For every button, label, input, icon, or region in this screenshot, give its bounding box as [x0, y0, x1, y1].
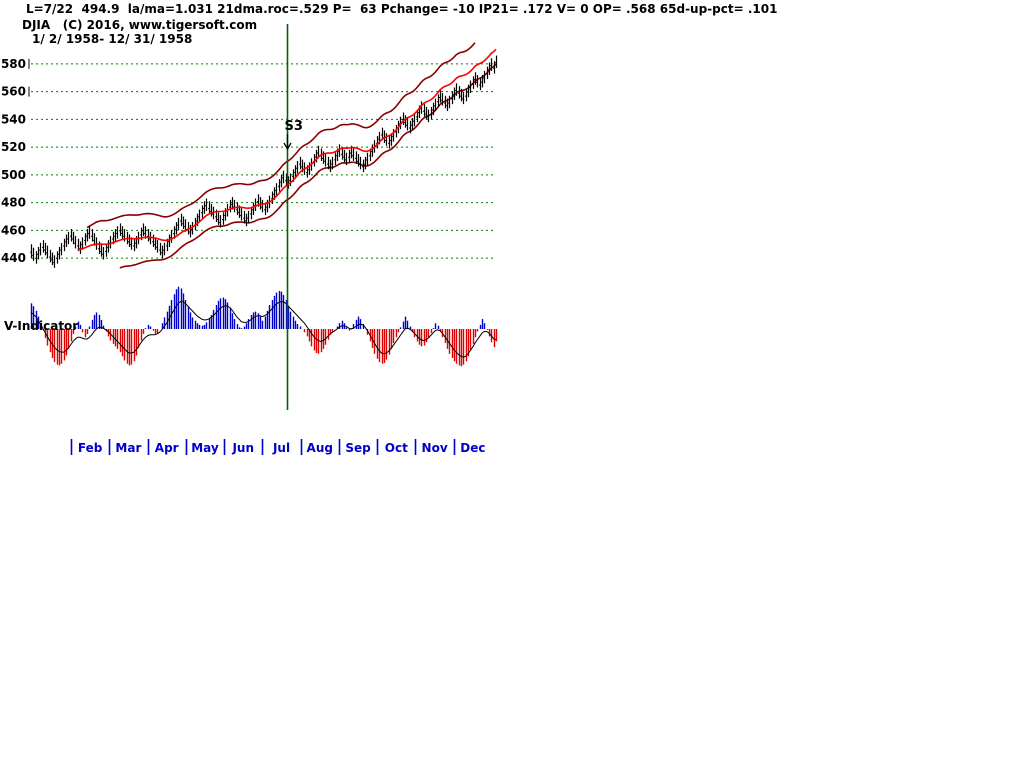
price-bars-group	[30, 55, 498, 268]
v-indicator-smoothing-line	[30, 301, 497, 358]
v-indicator-line-group	[30, 301, 497, 358]
y-axis-tick-label: 480	[1, 196, 26, 210]
arrow-down-icon	[283, 134, 292, 151]
month-label-apr[interactable]: Apr	[155, 441, 179, 455]
upper-band-line	[86, 42, 476, 229]
month-label-oct[interactable]: Oct	[385, 441, 408, 455]
header-stats-line: L=7/22 494.9 la/ma=1.031 21dma.roc=.529 …	[26, 2, 778, 16]
header-symbol-copyright: DJIA (C) 2016, www.tigersoft.com	[22, 18, 258, 32]
signal-marker-group[interactable]: S3	[283, 24, 303, 410]
month-label-may[interactable]: May	[191, 441, 219, 455]
y-axis-tick-label: 460	[1, 223, 26, 237]
gridlines-group	[28, 58, 496, 259]
month-label-sep[interactable]: Sep	[345, 441, 371, 455]
y-axis-labels-group: 580 560 540 520 500 480 460 440	[1, 57, 26, 265]
month-label-dec[interactable]: Dec	[460, 441, 485, 455]
month-label-jul[interactable]: Jul	[272, 441, 290, 455]
v-indicator-group	[30, 286, 498, 367]
month-label-jun[interactable]: Jun	[231, 441, 254, 455]
y-axis-tick-label: 520	[1, 140, 26, 154]
y-axis-tick-label: 560	[1, 85, 26, 99]
header-date-range: 1/ 2/ 1958- 12/ 31/ 1958	[32, 32, 193, 46]
month-label-aug[interactable]: Aug	[307, 441, 333, 455]
y-axis-tick-label: 540	[1, 112, 26, 126]
month-label-mar[interactable]: Mar	[115, 441, 141, 455]
y-axis-tick-label: 500	[1, 168, 26, 182]
v-indicator-label: V-Indicator	[4, 319, 78, 333]
month-label-nov[interactable]: Nov	[422, 441, 448, 455]
y-axis-tick-label: 580	[1, 57, 26, 71]
month-label-feb[interactable]: Feb	[78, 441, 103, 455]
signal-label-s3[interactable]: S3	[285, 119, 303, 134]
month-axis-group: Feb Mar Apr May Jun Jul Aug Sep Oct Nov Dec	[70, 439, 485, 455]
y-axis-tick-label: 440	[1, 251, 26, 265]
